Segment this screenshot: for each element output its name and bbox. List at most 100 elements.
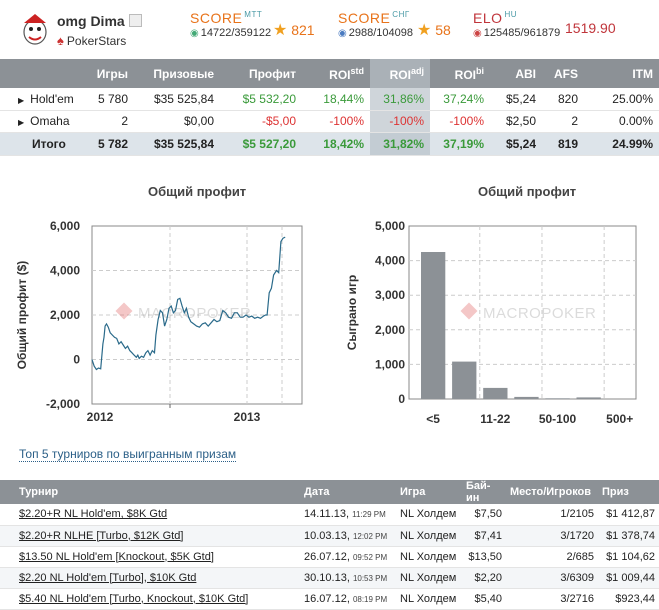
col-abi[interactable]: ABI	[490, 59, 542, 88]
bar[interactable]	[514, 397, 538, 399]
score-mtt-value: 821	[291, 22, 314, 38]
y-tick-label: 0	[398, 392, 405, 406]
col-tournament[interactable]: Турнир	[0, 480, 300, 504]
row-name: Omaha	[30, 114, 69, 128]
tournament-link[interactable]: $5.40 NL Hold'em [Turbo, Knockout, $10K …	[19, 593, 248, 605]
cell-buyin: $13,50	[462, 546, 506, 567]
pokerstars-icon: ♠	[57, 33, 64, 48]
col-afs[interactable]: AFS	[542, 59, 584, 88]
stats-header-row: Игры Призовые Профит ROIstd ROIadj ROIbi…	[0, 59, 659, 88]
score-sng-rank: 2988/104098	[349, 27, 413, 39]
cell-prize: $1 378,74	[598, 525, 659, 546]
col-games[interactable]: Игры	[82, 59, 134, 88]
x-tick-label: 11-22	[480, 412, 510, 426]
cell-prize: $923,44	[598, 588, 659, 609]
col-game[interactable]: Игра	[396, 480, 462, 504]
bar[interactable]	[483, 388, 507, 399]
stats-row-total: Итого 5 782 $35 525,84 $5 527,20 18,42% …	[0, 132, 659, 155]
time-text: 11:29 PM	[352, 510, 386, 519]
time-text: 09:52 PM	[353, 553, 387, 562]
cell-place: 1/2105	[506, 504, 598, 525]
col-roi-adj[interactable]: ROIadj	[370, 59, 430, 88]
col-roi-std[interactable]: ROIstd	[302, 59, 370, 88]
elo-value: 1519.90	[565, 20, 616, 36]
y-tick-label: 2,000	[375, 323, 405, 337]
y-tick-label: 3,000	[375, 288, 405, 302]
table-row[interactable]: $2.20+R NLHE [Turbo, $12K Gtd]10.03.13, …	[0, 525, 659, 546]
tournament-link[interactable]: $13.50 NL Hold'em [Knockout, $5K Gtd]	[19, 551, 214, 563]
cell-roi-bi: -100%	[430, 110, 490, 132]
tournament-link[interactable]: $2.20 NL Hold'em [Turbo], $10K Gtd	[19, 572, 196, 584]
cell-roi-std: 18,44%	[302, 88, 370, 110]
date-text: 10.03.13,	[304, 530, 350, 542]
col-profit[interactable]: Профит	[220, 59, 302, 88]
player-name[interactable]: omg Dima	[57, 13, 142, 29]
col-itm[interactable]: ITM	[584, 59, 659, 88]
col-date[interactable]: Дата	[300, 480, 396, 504]
col-buyin[interactable]: Бай-ин	[462, 480, 506, 504]
cell-place: 3/2716	[506, 588, 598, 609]
col-roi-bi-sup: bi	[476, 66, 484, 76]
y-tick-label: 4,000	[375, 254, 405, 268]
cell-itm: 0.00%	[584, 110, 659, 132]
badge-icon: ◉	[473, 28, 482, 39]
col-roi-bi[interactable]: ROIbi	[430, 59, 490, 88]
elo-label: ELO	[473, 10, 503, 26]
col-name	[0, 59, 82, 88]
tournament-link[interactable]: $2.20+R NL Hold'em, $8K Gtd	[19, 508, 167, 520]
top-tournaments-link[interactable]: Топ 5 турниров по выигранным призам	[19, 447, 236, 462]
cell-buyin: $5,40	[462, 588, 506, 609]
cell-roi-adj: 31,86%	[370, 88, 430, 110]
time-text: 08:19 PM	[353, 595, 387, 604]
cell-game: NL Холдем	[396, 567, 462, 588]
table-row[interactable]: $2.20 NL Hold'em [Turbo], $10K Gtd 30.10.…	[0, 567, 659, 588]
cell-roi-std: 18,42%	[302, 132, 370, 155]
room-name: ♠PokerStars	[57, 33, 126, 48]
date-text: 14.11.13,	[304, 508, 349, 520]
col-roi-adj-label: ROI	[390, 68, 411, 82]
table-row[interactable]: $13.50 NL Hold'em [Knockout, $5K Gtd]26.…	[0, 546, 659, 567]
table-row[interactable]: $5.40 NL Hold'em [Turbo, Knockout, $10K …	[0, 588, 659, 609]
tournament-link[interactable]: $2.20+R NLHE [Turbo, $12K Gtd]	[19, 530, 183, 542]
cell-profit: $5 527,20	[220, 132, 302, 155]
bar[interactable]	[577, 397, 601, 399]
elo-rank: 125485/961879	[484, 27, 560, 39]
y-tick-label: 1,000	[375, 357, 405, 371]
col-roi-bi-label: ROI	[455, 68, 476, 82]
col-place[interactable]: Место/Игроков	[506, 480, 598, 504]
cell-date: 30.10.13, 10:53 PM	[300, 567, 396, 588]
date-text: 16.07.12,	[304, 593, 350, 605]
cell-game: NL Холдем	[396, 588, 462, 609]
expand-icon[interactable]: ▶	[18, 118, 24, 127]
cell-afs: 819	[542, 132, 584, 155]
room-label: PokerStars	[67, 34, 126, 48]
y-tick-label: 4,000	[50, 264, 80, 278]
col-roi-std-sup: std	[351, 66, 365, 76]
bar[interactable]	[545, 398, 569, 399]
player-name-text[interactable]: omg Dima	[57, 13, 125, 29]
cell-abi: $5,24	[490, 132, 542, 155]
stats-row-omaha[interactable]: ▶Omaha 2 $0,00 -$5,00 -100% -100% -100% …	[0, 110, 659, 132]
col-prize[interactable]: Призовые	[134, 59, 220, 88]
cell-buyin: $2,20	[462, 567, 506, 588]
bar[interactable]	[421, 252, 445, 399]
cell-profit: $5 532,20	[220, 88, 302, 110]
stats-row-holdem[interactable]: ▶Hold'em 5 780 $35 525,84 $5 532,20 18,4…	[0, 88, 659, 110]
x-tick-label: 500+	[606, 412, 633, 426]
table-row[interactable]: $2.20+R NL Hold'em, $8K Gtd 14.11.13, 11:…	[0, 504, 659, 525]
cell-place: 3/6309	[506, 567, 598, 588]
top-tournaments-table: Турнир Дата Игра Бай-ин Место/Игроков Пр…	[0, 480, 659, 610]
bar[interactable]	[452, 362, 476, 399]
cell-games: 5 780	[82, 88, 134, 110]
cell-buyin: $7,41	[462, 525, 506, 546]
x-tick-label: 2012	[87, 410, 114, 424]
expand-icon[interactable]: ▶	[18, 96, 24, 105]
cell-profit: -$5,00	[220, 110, 302, 132]
col-prize[interactable]: Приз	[598, 480, 659, 504]
cell-game: NL Холдем	[396, 504, 462, 525]
